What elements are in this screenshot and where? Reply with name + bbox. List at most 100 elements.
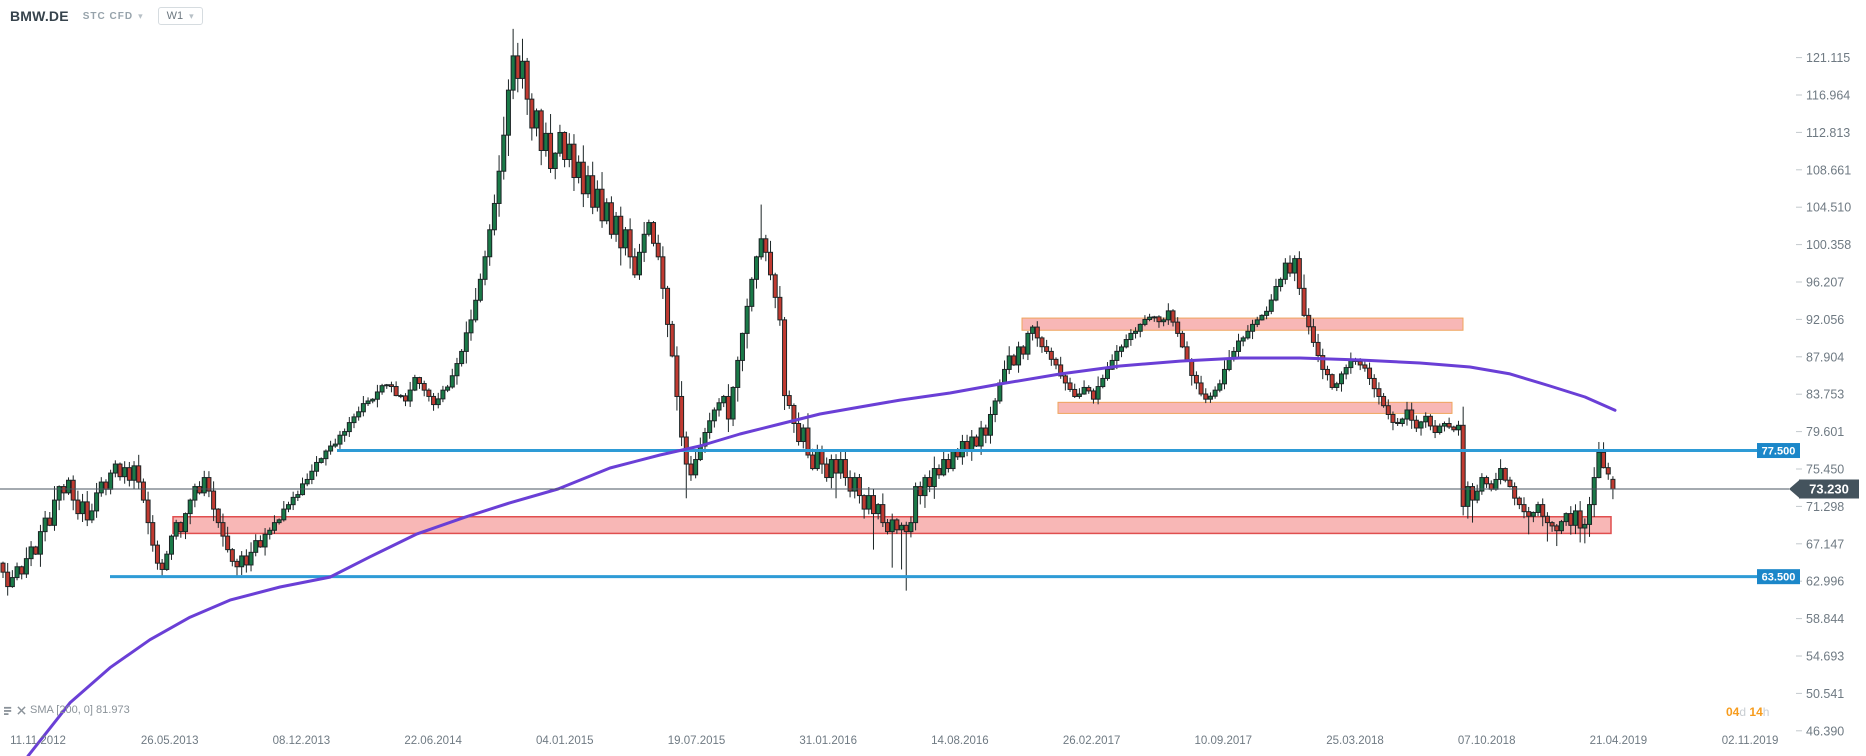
candle-bearish[interactable] (388, 384, 394, 388)
candle-bearish[interactable] (154, 544, 160, 564)
candle-bullish[interactable] (1418, 421, 1424, 429)
candle-bullish[interactable] (501, 134, 507, 172)
candle-bullish[interactable] (1278, 278, 1284, 288)
candle-bearish[interactable] (1198, 382, 1204, 395)
candle-bearish[interactable] (842, 459, 848, 479)
candle-bullish[interactable] (248, 551, 254, 566)
candle-bullish[interactable] (1137, 323, 1143, 332)
candle-bearish[interactable] (1549, 522, 1555, 527)
candle-bullish[interactable] (899, 524, 905, 531)
candle-bearish[interactable] (1062, 375, 1068, 384)
candle-bearish[interactable] (768, 251, 774, 276)
candle-bullish[interactable] (14, 566, 20, 579)
candle-bearish[interactable] (234, 560, 240, 568)
candle-bearish[interactable] (660, 256, 666, 289)
candle-bearish[interactable] (833, 459, 839, 474)
indicator-legend[interactable]: SMA [200, 0] 81.973 (4, 704, 130, 716)
candle-bullish[interactable] (332, 443, 338, 447)
candle-bullish[interactable] (838, 459, 844, 474)
candle-bullish[interactable] (459, 350, 465, 365)
candle-bullish[interactable] (187, 499, 193, 515)
candle-bearish[interactable] (903, 524, 909, 533)
candle-bearish[interactable] (725, 395, 731, 420)
candle-bearish[interactable] (178, 522, 184, 533)
candle-bearish[interactable] (618, 215, 624, 249)
candle-bullish[interactable] (1254, 319, 1260, 325)
candle-bullish[interactable] (328, 445, 334, 452)
candle-bullish[interactable] (435, 398, 441, 406)
candle-bullish[interactable] (440, 389, 446, 400)
candle-bearish[interactable] (1601, 451, 1607, 469)
candle-bearish[interactable] (665, 287, 671, 325)
candle-bullish[interactable] (309, 470, 315, 480)
candle-bearish[interactable] (61, 486, 67, 494)
candle-bearish[interactable] (1460, 424, 1466, 507)
candle-bullish[interactable] (304, 478, 310, 485)
candle-bullish[interactable] (1264, 310, 1270, 316)
candle-bullish[interactable] (1100, 377, 1106, 388)
candle-bullish[interactable] (1259, 314, 1265, 321)
candle-bullish[interactable] (641, 233, 647, 253)
candle-bullish[interactable] (374, 391, 380, 400)
candle-bearish[interactable] (1512, 486, 1518, 499)
candle-bullish[interactable] (183, 513, 189, 533)
candle-bearish[interactable] (927, 477, 933, 488)
candle-bullish[interactable] (730, 386, 736, 420)
candle-bullish[interactable] (1123, 339, 1129, 348)
candle-bullish[interactable] (201, 477, 207, 494)
candle-bullish[interactable] (1572, 510, 1578, 526)
candle-bearish[interactable] (894, 519, 900, 531)
candle-bullish[interactable] (1128, 332, 1134, 341)
candle-bearish[interactable] (1381, 395, 1387, 407)
candle-bullish[interactable] (1030, 326, 1036, 334)
candle-bearish[interactable] (426, 389, 432, 397)
candle-bullish[interactable] (1399, 418, 1405, 424)
sma-200-line[interactable] (26, 356, 1617, 756)
price-axis[interactable]: 121.115 116.964 112.813 108.661 104.510 100.3… (1796, 51, 1851, 738)
candle-bearish[interactable] (772, 274, 778, 298)
chart-settings-icon[interactable] (4, 706, 13, 715)
candle-bearish[interactable] (140, 481, 146, 501)
resistance-zone[interactable] (1057, 401, 1453, 414)
candle-bearish[interactable] (1385, 405, 1391, 415)
candle-bullish[interactable] (473, 299, 479, 321)
candle-bearish[interactable] (150, 522, 156, 546)
candle-bearish[interactable] (674, 355, 680, 397)
candle-bearish[interactable] (524, 60, 530, 100)
candle-bullish[interactable] (557, 131, 563, 154)
candle-bullish[interactable] (267, 529, 273, 535)
candle-bearish[interactable] (1362, 364, 1368, 369)
candle-bearish[interactable] (215, 508, 221, 524)
candle-bullish[interactable] (468, 319, 474, 334)
remove-indicator-icon[interactable] (17, 705, 26, 715)
candle-bullish[interactable] (1530, 511, 1536, 517)
candle-bullish[interactable] (707, 420, 713, 434)
candle-bearish[interactable] (627, 229, 633, 258)
candle-bearish[interactable] (1044, 346, 1050, 352)
candle-bullish[interactable] (1226, 358, 1232, 370)
candle-bullish[interactable] (1095, 386, 1101, 400)
candle-bullish[interactable] (98, 481, 104, 494)
candle-bearish[interactable] (1020, 346, 1026, 355)
candle-bullish[interactable] (693, 459, 699, 476)
candle-bearish[interactable] (136, 465, 142, 483)
candle-bearish[interactable] (1184, 346, 1190, 361)
candle-bearish[interactable] (880, 504, 886, 524)
candle-bullish[interactable] (290, 496, 296, 506)
candle-bullish[interactable] (646, 222, 652, 235)
candle-bullish[interactable] (1582, 523, 1588, 529)
candle-bearish[interactable] (229, 549, 235, 562)
candle-bullish[interactable] (66, 479, 72, 494)
instrument-type-dropdown[interactable]: STC CFD ▾ (83, 11, 144, 22)
candle-bearish[interactable] (1048, 350, 1054, 360)
candle-bullish[interactable] (173, 522, 179, 537)
candle-bullish[interactable] (253, 540, 259, 553)
candle-bullish[interactable] (913, 486, 919, 524)
candle-bullish[interactable] (566, 143, 572, 161)
candle-bearish[interactable] (515, 55, 521, 79)
candle-bearish[interactable] (421, 383, 427, 391)
candle-bullish[interactable] (1338, 373, 1344, 385)
candle-bullish[interactable] (491, 202, 497, 231)
candle-bullish[interactable] (407, 389, 413, 402)
candle-bullish[interactable] (365, 400, 371, 405)
